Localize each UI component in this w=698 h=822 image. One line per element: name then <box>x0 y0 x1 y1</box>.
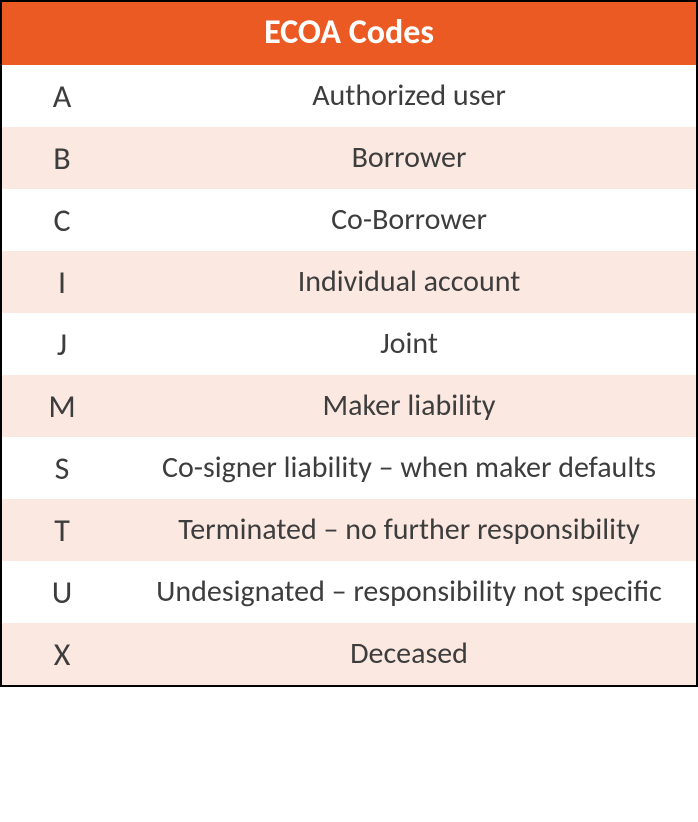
desc-cell: Undesignated – responsibility not specif… <box>122 573 696 611</box>
table-row: M Maker liability <box>2 375 696 437</box>
desc-cell: Borrower <box>122 139 696 177</box>
code-cell: T <box>2 511 122 550</box>
code-cell: I <box>2 263 122 302</box>
code-cell: C <box>2 201 122 240</box>
desc-cell: Maker liability <box>122 387 696 425</box>
ecoa-codes-table: ECOA Codes A Authorized user B Borrower … <box>0 0 698 687</box>
code-cell: M <box>2 387 122 426</box>
desc-cell: Individual account <box>122 263 696 301</box>
table-row: T Terminated – no further responsibility <box>2 499 696 561</box>
code-cell: X <box>2 635 122 674</box>
desc-cell: Joint <box>122 325 696 363</box>
table-row: I Individual account <box>2 251 696 313</box>
table-row: A Authorized user <box>2 65 696 127</box>
desc-cell: Terminated – no further responsibility <box>122 511 696 549</box>
code-cell: B <box>2 139 122 178</box>
code-cell: S <box>2 449 122 488</box>
table-row: J Joint <box>2 313 696 375</box>
code-cell: J <box>2 325 122 364</box>
desc-cell: Deceased <box>122 635 696 673</box>
desc-cell: Authorized user <box>122 77 696 115</box>
table-row: S Co-signer liability – when maker defau… <box>2 437 696 499</box>
table-row: B Borrower <box>2 127 696 189</box>
table-row: X Deceased <box>2 623 696 685</box>
table-row: C Co-Borrower <box>2 189 696 251</box>
table-title: ECOA Codes <box>2 0 696 65</box>
code-cell: U <box>2 573 122 612</box>
desc-cell: Co-Borrower <box>122 201 696 239</box>
desc-cell: Co-signer liability – when maker default… <box>122 449 696 487</box>
table-row: U Undesignated – responsibility not spec… <box>2 561 696 623</box>
code-cell: A <box>2 77 122 116</box>
